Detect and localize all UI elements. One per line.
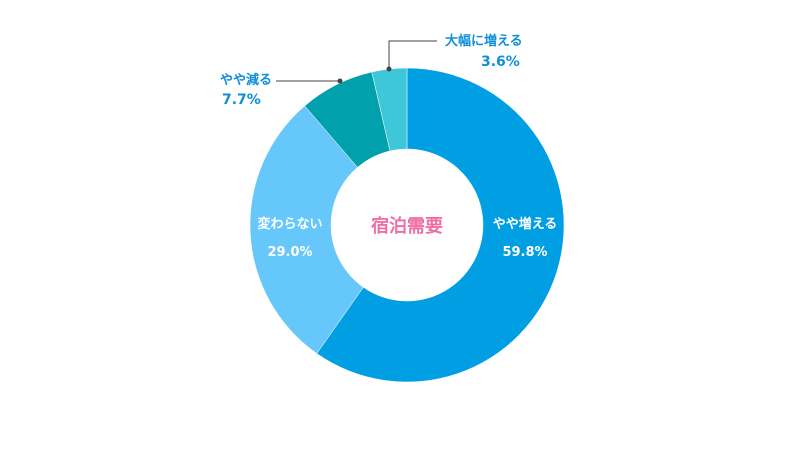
labels-group: やや増える 59.8% 変わらない 29.0% やや減る 7.7% 大幅に増える 3.6%: [220, 33, 557, 260]
slice-label-decrease-slightly: やや減る: [220, 72, 272, 88]
slice-increase-slightly: [316, 67, 565, 383]
leader-line-increase-greatly: [388, 40, 437, 69]
slice-label-unchanged: 変わらない: [257, 216, 322, 232]
slice-unchanged: [249, 105, 364, 354]
slice-label-increase-greatly: 大幅に増える: [445, 33, 523, 49]
leader-dot-decrease-slightly: [337, 78, 343, 84]
center-label: 宿泊需要: [371, 215, 443, 237]
leader-lines-group: [276, 40, 437, 84]
slices-group: [249, 67, 565, 383]
slice-value-unchanged: 29.0%: [267, 245, 312, 260]
slice-value-increase-slightly: 59.8%: [502, 245, 547, 260]
slice-label-increase-slightly: やや増える: [493, 216, 558, 232]
slice-value-increase-greatly: 3.6%: [481, 54, 520, 70]
leader-dot-increase-greatly: [386, 66, 392, 72]
slice-value-decrease-slightly: 7.7%: [222, 92, 261, 108]
slice-increase-greatly: [371, 67, 408, 152]
